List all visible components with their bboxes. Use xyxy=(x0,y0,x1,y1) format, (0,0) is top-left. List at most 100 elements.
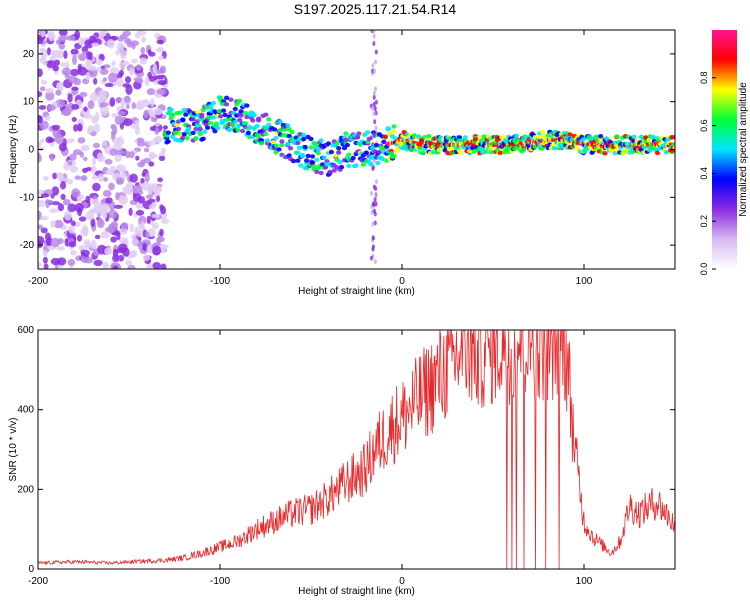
heatmap-cell xyxy=(389,141,393,146)
heatmap-cell xyxy=(39,86,46,92)
heatmap-cell xyxy=(471,142,474,147)
heatmap-cell xyxy=(186,126,192,132)
heatmap-cell xyxy=(50,220,56,228)
heatmap-cell xyxy=(38,142,42,147)
heatmap-cell xyxy=(232,106,238,112)
heatmap-cell xyxy=(477,134,483,140)
heatmap-cell xyxy=(130,124,140,129)
heatmap-cell xyxy=(373,259,377,265)
heatmap-cell xyxy=(93,259,103,267)
heatmap-cell xyxy=(136,140,146,147)
heatmap-cell xyxy=(130,234,137,239)
heatmap-cell xyxy=(474,142,477,147)
heatmap-cell xyxy=(279,142,285,148)
heatmap-cell xyxy=(114,115,123,125)
heatmap-cell xyxy=(159,228,164,237)
heatmap-cell xyxy=(372,208,376,214)
heatmap-cell xyxy=(321,155,327,160)
heatmap-cell xyxy=(120,222,129,230)
heatmap-cell xyxy=(150,185,158,192)
heatmap-cell xyxy=(50,50,60,55)
heatmap-cell xyxy=(112,265,119,269)
colorbar-tick-label: 0.6 xyxy=(699,119,709,132)
heatmap-cell xyxy=(399,138,403,143)
heatmap-cell xyxy=(69,68,80,77)
heatmap-cell xyxy=(314,157,320,162)
heatmap-cell xyxy=(104,247,113,256)
heatmap-cell xyxy=(108,182,115,191)
heatmap-cell xyxy=(197,131,203,137)
heatmap-cell xyxy=(228,97,234,102)
heatmap-cell xyxy=(38,68,43,77)
heatmap-cell xyxy=(87,100,95,110)
heatmap-cell xyxy=(131,58,138,64)
heatmap-cell xyxy=(72,55,77,66)
heatmap-cell xyxy=(143,109,149,119)
heatmap-cell xyxy=(67,203,77,213)
heatmap-cell xyxy=(254,123,260,129)
heatmap-cell xyxy=(207,103,214,109)
heatmap-cell xyxy=(70,250,77,256)
heatmap-cell xyxy=(382,134,388,139)
colorbar-tick-label: 0.0 xyxy=(699,263,709,276)
heatmap-cell xyxy=(202,129,208,134)
colorbar-tick-label: 0.8 xyxy=(699,72,709,85)
heatmap-cell xyxy=(140,159,146,165)
heatmap-cell xyxy=(55,89,62,96)
heatmap-cell xyxy=(532,139,535,144)
y-tick-label: 20 xyxy=(23,49,35,60)
heatmap-cell xyxy=(638,142,642,147)
colorbar-tick-label: 0.2 xyxy=(699,215,709,228)
heatmap-cell xyxy=(273,143,279,148)
heatmap-cell xyxy=(242,121,249,126)
heatmap-cell xyxy=(551,146,557,151)
heatmap-cell xyxy=(238,113,244,118)
heatmap-cell xyxy=(350,155,356,161)
heatmap-cell xyxy=(68,241,77,248)
heatmap-cell xyxy=(554,137,557,142)
heatmap-cell xyxy=(47,104,56,111)
heatmap-cell xyxy=(644,142,647,147)
heatmap-cell xyxy=(50,153,55,162)
heatmap-cell xyxy=(85,71,91,81)
heatmap-cell xyxy=(70,48,79,55)
heatmap-cell xyxy=(315,147,321,153)
heatmap-cell xyxy=(205,125,211,130)
heatmap-cell xyxy=(374,125,378,131)
heatmap-cell xyxy=(298,163,304,168)
heatmap-cell xyxy=(286,127,292,132)
heatmap-cell xyxy=(131,42,136,50)
heatmap-cell xyxy=(519,141,522,146)
heatmap-cell xyxy=(426,133,432,139)
heatmap-cell xyxy=(371,201,375,207)
heatmap-cell xyxy=(373,68,376,74)
heatmap-cell xyxy=(197,126,203,132)
heatmap-cell xyxy=(371,244,375,250)
heatmap-cell xyxy=(85,211,95,221)
heatmap-cell xyxy=(385,127,391,132)
heatmap-cell xyxy=(134,32,141,38)
heatmap-cell xyxy=(84,241,91,250)
heatmap-cell xyxy=(151,222,159,230)
colorbar-tick-label: 0.4 xyxy=(699,167,709,180)
heatmap-cell xyxy=(38,105,47,110)
heatmap-cell xyxy=(470,145,476,151)
heatmap-cell xyxy=(97,244,107,255)
heatmap-cell xyxy=(128,207,133,216)
heatmap-cell xyxy=(55,99,65,108)
heatmap-cell xyxy=(672,145,675,150)
heatmap-cell xyxy=(50,257,61,266)
heatmap-cell xyxy=(315,151,321,156)
heatmap-cell xyxy=(419,138,425,144)
heatmap-cell xyxy=(54,133,64,144)
heatmap-cell xyxy=(62,177,70,182)
heatmap-cell xyxy=(119,61,126,69)
heatmap-cell xyxy=(144,76,150,87)
x-tick-label: -200 xyxy=(28,576,48,587)
heatmap-cell xyxy=(143,147,150,153)
heatmap-cell xyxy=(51,124,61,131)
heatmap-cell xyxy=(137,196,145,204)
heatmap-cell xyxy=(92,142,100,149)
heatmap-cell xyxy=(60,193,66,200)
